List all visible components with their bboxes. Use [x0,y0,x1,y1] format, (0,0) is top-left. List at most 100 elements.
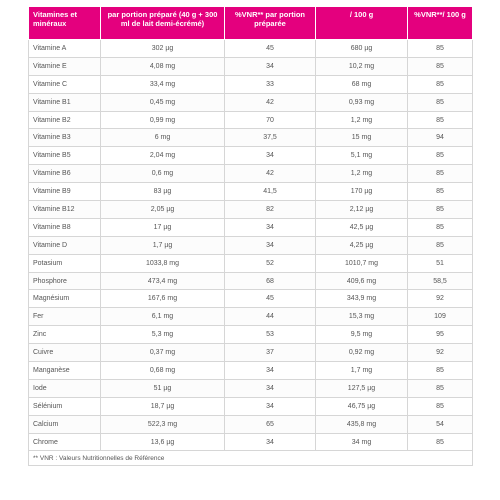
per-100g-value: 15 mg [315,128,408,148]
table-row: Cuivre 0,37 mg 37 0,92 mg 92 [28,343,473,363]
table-row: Vitamine D 1,7 µg 34 4,25 µg 85 [28,235,473,255]
vnr-per-portion-value: 34 [224,361,316,380]
nutrient-name: Vitamine B3 [28,128,101,148]
per-portion-value: 51 µg [100,378,225,398]
per-100g-value: 0,92 mg [315,343,408,363]
table-row: Phosphore 473,4 mg 68 409,6 mg 58,5 [28,271,473,291]
header-per-100g: / 100 g [315,6,408,40]
nutrient-name: Vitamine B5 [28,146,101,166]
vnr-per-100g-value: 94 [407,128,473,148]
per-100g-value: 9,5 mg [315,325,408,345]
per-portion-value: 1033,8 mg [100,253,225,273]
per-100g-value: 1,2 mg [315,110,408,130]
nutrient-name: Sélénium [28,396,101,416]
vnr-per-100g-value: 85 [407,217,473,237]
vnr-per-100g-value: 51 [407,253,473,273]
per-100g-value: 68 mg [315,74,408,94]
table-row: Vitamine B5 2,04 mg 34 5,1 mg 85 [28,146,473,166]
vnr-per-100g-value: 85 [407,200,473,219]
table-row: Fer 6,1 mg 44 15,3 mg 109 [28,307,473,327]
vnr-per-portion-value: 44 [224,307,316,327]
per-portion-value: 1,7 µg [100,235,225,255]
nutrient-name: Vitamine B2 [28,110,101,130]
vnr-per-portion-value: 34 [224,56,316,76]
header-row: Vitamines et minéraux par portion prépar… [28,6,473,40]
vnr-per-100g-value: 85 [407,146,473,166]
vnr-per-portion-value: 34 [224,217,316,237]
vnr-per-100g-value: 85 [407,235,473,255]
table-row: Chrome 13,6 µg 34 34 mg 85 [28,432,473,452]
vnr-per-portion-value: 42 [224,92,316,112]
nutrient-name: Fer [28,307,101,327]
vnr-per-100g-value: 85 [407,39,473,58]
per-portion-value: 0,99 mg [100,110,225,130]
vnr-per-100g-value: 85 [407,396,473,416]
vnr-per-100g-value: 54 [407,414,473,434]
per-100g-value: 4,25 µg [315,235,408,255]
nutrient-name: Vitamine B8 [28,217,101,237]
per-100g-value: 409,6 mg [315,271,408,291]
nutrient-name: Vitamine B9 [28,182,101,202]
per-portion-value: 4,08 mg [100,56,225,76]
per-portion-value: 0,6 mg [100,164,225,184]
table-row: Vitamine E 4,08 mg 34 10,2 mg 85 [28,56,473,76]
per-100g-value: 34 mg [315,432,408,452]
nutrient-name: Zinc [28,325,101,345]
table-row: Vitamine B12 2,05 µg 82 2,12 µg 85 [28,200,473,219]
vnr-per-portion-value: 37 [224,343,316,363]
nutrient-name: Vitamine E [28,56,101,76]
nutrient-name: Manganèse [28,361,101,380]
table-row: Calcium 522,3 mg 65 435,8 mg 54 [28,414,473,434]
per-portion-value: 33,4 mg [100,74,225,94]
per-portion-value: 0,68 mg [100,361,225,380]
per-100g-value: 2,12 µg [315,200,408,219]
per-100g-value: 170 µg [315,182,408,202]
table-row: Zinc 5,3 mg 53 9,5 mg 95 [28,325,473,345]
per-100g-value: 1010,7 mg [315,253,408,273]
per-100g-value: 680 µg [315,39,408,58]
per-portion-value: 6 mg [100,128,225,148]
vnr-per-portion-value: 34 [224,378,316,398]
per-portion-value: 2,05 µg [100,200,225,219]
nutrient-name: Vitamine C [28,74,101,94]
vnr-per-100g-value: 58,5 [407,271,473,291]
vnr-per-portion-value: 34 [224,432,316,452]
header-vnr-per-100g: %VNR**/ 100 g [407,6,473,40]
per-100g-value: 343,9 mg [315,289,408,309]
table-row: Vitamine B9 83 µg 41,5 170 µg 85 [28,182,473,202]
per-100g-value: 10,2 mg [315,56,408,76]
nutrient-name: Vitamine B1 [28,92,101,112]
vnr-per-portion-value: 53 [224,325,316,345]
per-portion-value: 167,6 mg [100,289,225,309]
per-portion-value: 17 µg [100,217,225,237]
footnote: ** VNR : Valeurs Nutritionnelles de Réfé… [28,450,473,467]
per-100g-value: 46,75 µg [315,396,408,416]
header-nutrient: Vitamines et minéraux [28,6,101,40]
header-per-portion: par portion préparé (40 g + 300 ml de la… [100,6,225,40]
per-portion-value: 0,45 mg [100,92,225,112]
vnr-per-100g-value: 92 [407,289,473,309]
nutrient-name: Phosphore [28,271,101,291]
vnr-per-100g-value: 85 [407,92,473,112]
per-portion-value: 6,1 mg [100,307,225,327]
nutrient-name: Calcium [28,414,101,434]
per-100g-value: 435,8 mg [315,414,408,434]
vnr-per-portion-value: 34 [224,235,316,255]
per-portion-value: 522,3 mg [100,414,225,434]
per-100g-value: 1,7 mg [315,361,408,380]
vnr-per-portion-value: 65 [224,414,316,434]
vnr-per-100g-value: 85 [407,432,473,452]
vnr-per-100g-value: 85 [407,110,473,130]
vnr-per-100g-value: 85 [407,74,473,94]
vnr-per-portion-value: 37,5 [224,128,316,148]
table-row: Manganèse 0,68 mg 34 1,7 mg 85 [28,361,473,380]
vnr-per-100g-value: 85 [407,164,473,184]
nutrient-name: Vitamine A [28,39,101,58]
vnr-per-portion-value: 45 [224,289,316,309]
vnr-per-portion-value: 68 [224,271,316,291]
table-row: Iode 51 µg 34 127,5 µg 85 [28,378,473,398]
per-100g-value: 0,93 mg [315,92,408,112]
nutrient-name: Vitamine B6 [28,164,101,184]
per-portion-value: 83 µg [100,182,225,202]
